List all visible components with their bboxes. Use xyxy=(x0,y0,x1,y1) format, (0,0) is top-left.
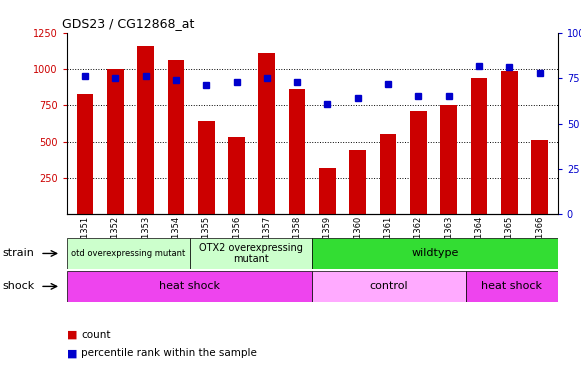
Bar xyxy=(137,46,154,214)
Bar xyxy=(410,111,426,214)
Text: OTX2 overexpressing
mutant: OTX2 overexpressing mutant xyxy=(199,243,303,264)
Text: control: control xyxy=(370,281,408,291)
Bar xyxy=(471,78,487,214)
Bar xyxy=(67,238,189,269)
Text: GDS23 / CG12868_at: GDS23 / CG12868_at xyxy=(62,17,194,30)
Bar xyxy=(107,69,124,214)
Bar xyxy=(67,271,313,302)
Text: count: count xyxy=(81,330,111,340)
Bar xyxy=(313,238,558,269)
Bar xyxy=(77,94,94,214)
Text: wildtype: wildtype xyxy=(411,249,459,258)
Text: otd overexpressing mutant: otd overexpressing mutant xyxy=(71,249,185,258)
Text: ■: ■ xyxy=(67,348,77,358)
Text: strain: strain xyxy=(3,249,35,258)
Text: ■: ■ xyxy=(67,330,77,340)
Text: heat shock: heat shock xyxy=(159,281,220,291)
Bar xyxy=(313,271,466,302)
Bar xyxy=(349,150,366,214)
Bar xyxy=(531,140,548,214)
Bar xyxy=(228,137,245,214)
Bar xyxy=(198,122,214,214)
Bar xyxy=(167,60,184,214)
Text: shock: shock xyxy=(3,281,35,291)
Bar xyxy=(289,89,306,214)
Bar xyxy=(501,71,518,214)
Bar xyxy=(259,53,275,214)
Bar xyxy=(319,168,336,214)
Bar xyxy=(189,238,313,269)
Text: heat shock: heat shock xyxy=(481,281,542,291)
Bar xyxy=(440,105,457,214)
Bar xyxy=(380,134,396,214)
Text: percentile rank within the sample: percentile rank within the sample xyxy=(81,348,257,358)
Bar xyxy=(466,271,558,302)
